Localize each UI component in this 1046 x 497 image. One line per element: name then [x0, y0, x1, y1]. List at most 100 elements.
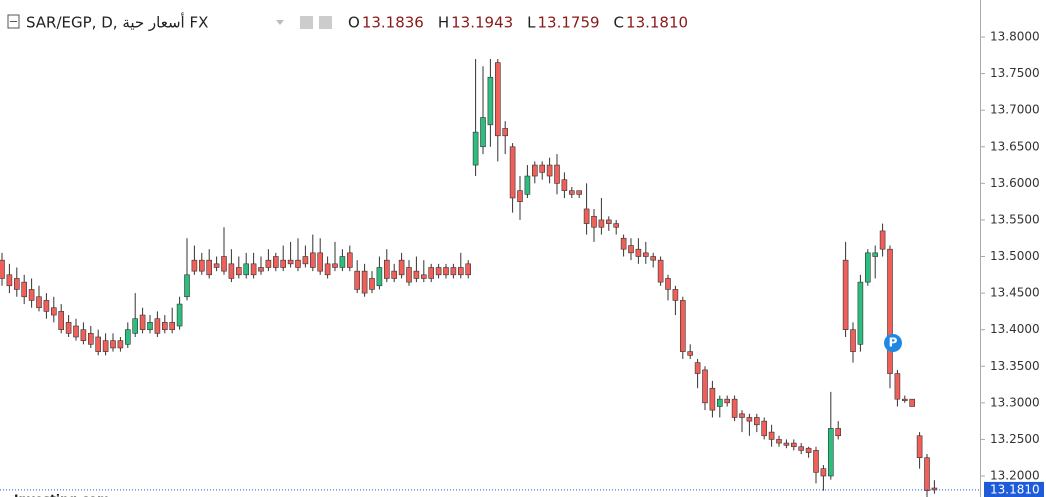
ohlc-value: 13.1943 — [451, 14, 513, 32]
candle-body — [413, 270, 420, 279]
candle-body — [583, 208, 590, 224]
candle-body — [554, 164, 560, 184]
candle-body — [864, 252, 871, 283]
y-tick-label: 13.4000 — [990, 322, 1040, 336]
candle-body — [58, 311, 65, 330]
candle-body — [872, 252, 879, 257]
candle-body — [605, 219, 612, 224]
symbol: SAR/EGP, D, أسعار حية FX — [26, 13, 208, 32]
candle-body — [805, 447, 812, 453]
candle-body — [761, 420, 768, 437]
candle-body — [324, 263, 331, 276]
candle-body — [465, 263, 472, 276]
candle-body — [857, 281, 864, 345]
candle-body — [509, 146, 516, 199]
y-tick-label: 13.2500 — [990, 432, 1040, 446]
candle-body — [739, 413, 745, 418]
candle-body — [376, 267, 383, 287]
candle-body — [391, 270, 398, 279]
candle-body — [339, 256, 346, 268]
candle-body — [43, 300, 50, 312]
candle-body — [117, 340, 124, 349]
candle-body — [420, 274, 427, 279]
candle-body — [472, 131, 479, 166]
candle-body — [531, 164, 538, 177]
candle-body — [332, 263, 338, 268]
last-price-box — [984, 481, 1044, 497]
candle-body — [258, 267, 264, 272]
candle-body — [709, 387, 716, 411]
candle-body — [184, 274, 190, 298]
candle-body — [450, 267, 457, 276]
candle-body — [383, 259, 390, 279]
candle-body — [102, 340, 109, 352]
y-tick-label: 13.5000 — [990, 249, 1040, 263]
eye-icon[interactable] — [300, 16, 313, 29]
y-tick-label: 13.2000 — [990, 469, 1040, 483]
marker-badge — [884, 334, 902, 352]
candle-body — [265, 259, 272, 268]
settings-icon[interactable] — [319, 16, 332, 29]
candle-body — [494, 62, 501, 137]
candle-body — [650, 256, 657, 261]
y-tick-label: 13.3000 — [990, 395, 1040, 409]
candle-body — [80, 329, 87, 341]
candle-body — [199, 259, 205, 272]
candle-body — [480, 117, 486, 148]
candle-body — [213, 263, 220, 268]
candle-body — [901, 398, 908, 401]
y-tick-label: 13.7500 — [990, 66, 1040, 80]
candle-body — [620, 237, 627, 250]
ohlc-label: L — [527, 14, 536, 32]
candle-body — [931, 487, 938, 491]
candle-body — [768, 431, 775, 440]
y-tick-label: 13.5500 — [990, 212, 1040, 226]
candle-body — [790, 442, 797, 448]
candle-body — [73, 325, 79, 338]
candle-body — [591, 215, 597, 228]
y-tick-label: 13.3500 — [990, 359, 1040, 373]
candle-body — [628, 245, 634, 254]
last-price-label: 13.1810 — [990, 482, 1040, 496]
candle-body — [746, 417, 753, 422]
candle-body — [524, 175, 531, 195]
candle-body — [457, 267, 464, 276]
candle-body — [916, 435, 923, 459]
ohlc-value: 13.1810 — [626, 14, 688, 32]
candle-body — [635, 248, 642, 257]
candle-body — [0, 259, 5, 279]
candle-body — [317, 252, 324, 272]
candle-body — [250, 263, 257, 276]
candle-body — [309, 252, 316, 268]
candle-body — [665, 278, 671, 290]
candle-body — [36, 296, 42, 309]
candle-body — [598, 219, 605, 228]
candle-body — [361, 270, 368, 294]
candle-body — [346, 252, 353, 268]
candle-body — [221, 256, 227, 272]
candle-body — [613, 223, 620, 228]
candle-body — [642, 252, 649, 257]
ohlc-value: 13.1759 — [538, 14, 600, 32]
candle-body — [191, 259, 198, 272]
candle-body — [65, 322, 72, 334]
candle-body — [894, 373, 901, 400]
candle-body — [924, 457, 930, 491]
candle-body — [162, 322, 168, 330]
candle-body — [731, 398, 738, 418]
candle-body — [724, 398, 731, 404]
candle-body — [820, 468, 827, 477]
candle-body — [776, 439, 782, 444]
dropdown-arrow[interactable] — [276, 20, 284, 25]
candle-body — [21, 281, 28, 298]
collapse-icon[interactable] — [7, 14, 20, 29]
y-tick-label: 13.7000 — [990, 103, 1040, 117]
candle-body — [228, 263, 235, 279]
marker-label: P — [889, 336, 898, 350]
candle-body — [435, 267, 442, 276]
ohlc-label: C — [614, 14, 624, 32]
candle-body — [568, 190, 575, 195]
candle-body — [798, 446, 805, 451]
